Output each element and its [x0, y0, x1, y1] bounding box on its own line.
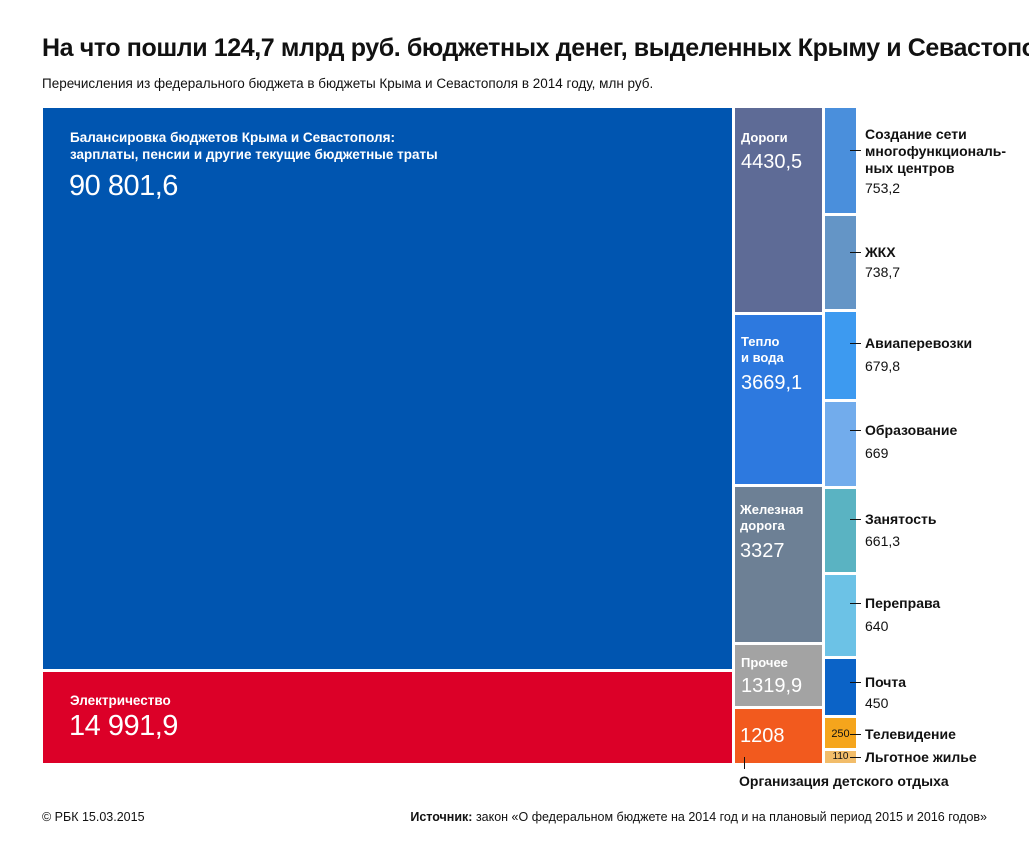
- tile-kids-rest-value: 1208: [740, 725, 785, 747]
- tile-railway: Железная дорога 3327: [735, 487, 822, 642]
- tile-balance-value: 90 801,6: [69, 170, 178, 202]
- tile-other-label: Прочее: [741, 655, 788, 670]
- tile-education: [825, 402, 856, 486]
- label-mfc-line2: многофункциональ-: [865, 143, 1007, 159]
- leader-education: [850, 430, 861, 431]
- tile-heat-water-label-line1: Тепло: [741, 334, 780, 349]
- tile-roads-label: Дороги: [741, 130, 788, 145]
- tile-heat-water-label: Тепло и вода: [741, 334, 784, 366]
- value-post: 450: [865, 695, 889, 711]
- tile-tv: 250: [825, 718, 856, 748]
- tile-balance-label-line2: зарплаты, пенсии и другие текущие бюджет…: [70, 147, 438, 162]
- tile-heat-water: Тепло и вода 3669,1: [735, 315, 822, 484]
- tile-heat-water-label-line2: и вода: [741, 350, 784, 365]
- label-post: Почта: [865, 674, 907, 690]
- tile-electricity: Электричество 14 991,9: [43, 672, 732, 763]
- tile-other-value: 1319,9: [741, 675, 803, 697]
- tile-kids-rest: 1208: [735, 709, 822, 763]
- tile-railway-label: Железная дорога: [740, 502, 803, 534]
- tile-air: [825, 312, 856, 399]
- footer-source-text: закон «О федеральном бюджете на 2014 год…: [472, 810, 987, 824]
- tile-other: Прочее 1319,9: [735, 645, 822, 706]
- tile-electricity-value: 14 991,9: [69, 710, 178, 742]
- leader-mfc: [850, 150, 861, 151]
- label-housing-pref: Льготное жилье: [865, 749, 977, 765]
- tile-ferry: [825, 575, 856, 656]
- label-housing: ЖКХ: [865, 244, 896, 260]
- tile-housing-pref-value: 110: [832, 751, 849, 762]
- tile-balance-label: Балансировка бюджетов Крыма и Севастопол…: [70, 129, 438, 163]
- footer-copyright: © РБК 15.03.2015: [42, 810, 145, 824]
- footer-source: Источник: закон «О федеральном бюджете н…: [410, 810, 987, 824]
- value-education: 669: [865, 445, 889, 461]
- tile-roads-value: 4430,5: [741, 151, 803, 173]
- chart-subtitle: Перечисления из федерального бюджета в б…: [42, 76, 654, 91]
- tile-balance: Балансировка бюджетов Крыма и Севастопол…: [43, 108, 732, 669]
- tile-roads: Дороги 4430,5: [735, 108, 822, 312]
- label-mfc-line3: ных центров: [865, 160, 955, 176]
- tile-housing-pref: 110: [825, 751, 856, 763]
- leader-air: [850, 343, 861, 344]
- leader-post: [850, 682, 861, 683]
- label-air: Авиаперевозки: [865, 335, 973, 351]
- tile-balance-label-line1: Балансировка бюджетов Крыма и Севастопол…: [70, 130, 395, 145]
- label-employment: Занятость: [865, 511, 937, 527]
- value-ferry: 640: [865, 618, 889, 634]
- tile-heat-water-value: 3669,1: [741, 372, 803, 394]
- tile-mfc: [825, 108, 856, 213]
- tile-railway-value: 3327: [740, 540, 785, 562]
- leader-kids-rest: [744, 757, 745, 769]
- chart-title: На что пошли 124,7 млрд руб. бюджетных д…: [42, 34, 1029, 62]
- label-education: Образование: [865, 422, 958, 438]
- value-mfc: 753,2: [865, 180, 901, 196]
- label-ferry: Переправа: [865, 595, 941, 611]
- leader-housing-pref: [850, 757, 861, 758]
- label-mfc: Создание сети многофункциональ- ных цент…: [865, 126, 1006, 177]
- leader-tv: [850, 734, 861, 735]
- leader-ferry: [850, 603, 861, 604]
- value-employment: 661,3: [865, 533, 901, 549]
- tile-tv-value: 250: [831, 728, 850, 740]
- leader-housing: [850, 252, 861, 253]
- value-air: 679,8: [865, 358, 901, 374]
- tile-post: [825, 659, 856, 715]
- tile-employment: [825, 489, 856, 572]
- leader-employment: [850, 519, 861, 520]
- footer-source-label: Источник:: [410, 810, 473, 824]
- label-kids-rest: Организация детского отдыха: [739, 773, 949, 789]
- label-mfc-line1: Создание сети: [865, 126, 967, 142]
- tile-electricity-label: Электричество: [70, 693, 171, 708]
- tile-railway-label-line1: Железная: [740, 502, 804, 517]
- tile-housing: [825, 216, 856, 309]
- tile-railway-label-line2: дорога: [740, 518, 785, 533]
- label-tv: Телевидение: [865, 726, 956, 742]
- value-housing: 738,7: [865, 264, 901, 280]
